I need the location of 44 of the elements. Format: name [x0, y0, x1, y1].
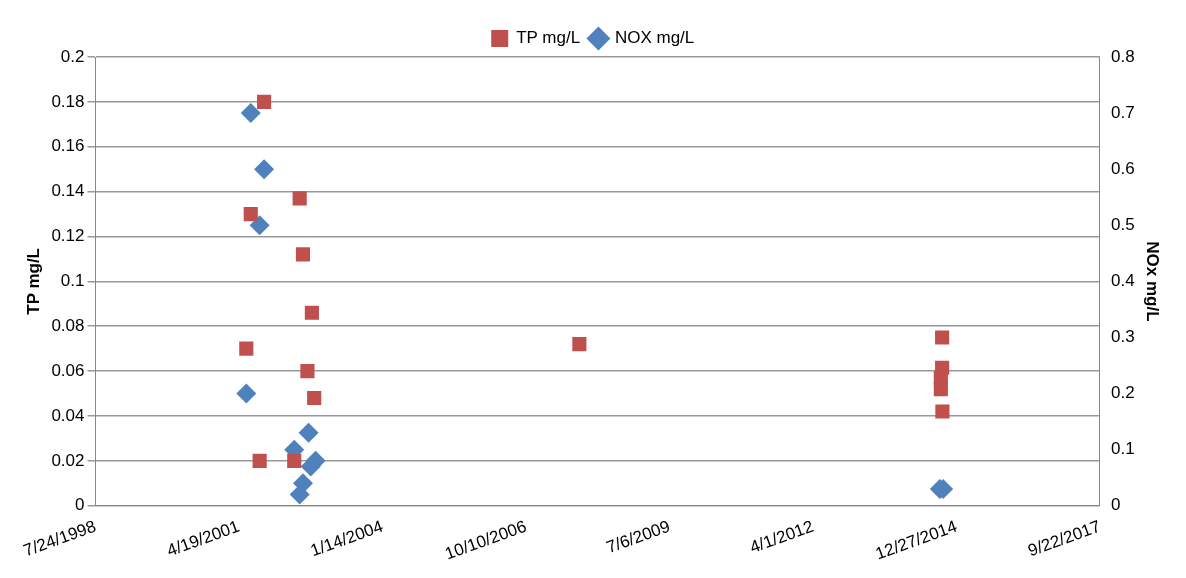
point — [257, 94, 272, 109]
point — [249, 215, 270, 236]
y2-tick-label: 0.6 — [1110, 158, 1135, 178]
point — [298, 422, 319, 443]
point — [295, 247, 311, 262]
point — [292, 191, 307, 206]
point — [287, 453, 302, 468]
y2-tick-label: 0.8 — [1110, 46, 1135, 66]
point — [236, 383, 257, 404]
y-tick-label: 0.06 — [51, 360, 85, 380]
y2-tick-label: 0.5 — [1110, 214, 1135, 234]
point — [935, 330, 950, 345]
point — [243, 206, 258, 222]
point — [239, 341, 254, 356]
y2-tick-label: 0.2 — [1110, 383, 1135, 403]
y-tick-label: 0.04 — [51, 405, 85, 425]
point — [254, 159, 275, 180]
y2-tick-label: 0.1 — [1110, 439, 1135, 459]
legend-label: NOX mg/L — [614, 28, 695, 48]
point — [289, 484, 310, 505]
y-tick-label: 0.08 — [51, 315, 85, 335]
point — [307, 390, 322, 406]
y-tick-label: 0.02 — [51, 450, 85, 470]
point — [572, 337, 587, 352]
y2-tick-label: 0.3 — [1110, 327, 1135, 347]
y-tick-label: 0.16 — [51, 136, 85, 156]
y2-axis-title: NOx mg/L — [1143, 241, 1163, 322]
point — [935, 404, 950, 419]
y2-tick-label: 0 — [1110, 495, 1121, 515]
y2-tick-label: 0.4 — [1110, 271, 1135, 291]
y-tick-label: 0.1 — [60, 271, 85, 291]
point — [252, 453, 267, 468]
y-tick-label: 0.18 — [51, 91, 85, 111]
point — [933, 381, 948, 397]
y-tick-label: 0 — [75, 495, 85, 515]
y-tick-label: 0.2 — [60, 46, 85, 66]
point — [304, 305, 319, 320]
y-tick-label: 0.14 — [51, 181, 85, 201]
point — [240, 103, 261, 124]
legend-label: TP mg/L — [516, 28, 581, 48]
point — [300, 364, 315, 379]
y2-tick-label: 0.7 — [1110, 102, 1135, 122]
y-tick-label: 0.12 — [51, 226, 85, 246]
y-axis-title: TP mg/L — [23, 247, 43, 315]
